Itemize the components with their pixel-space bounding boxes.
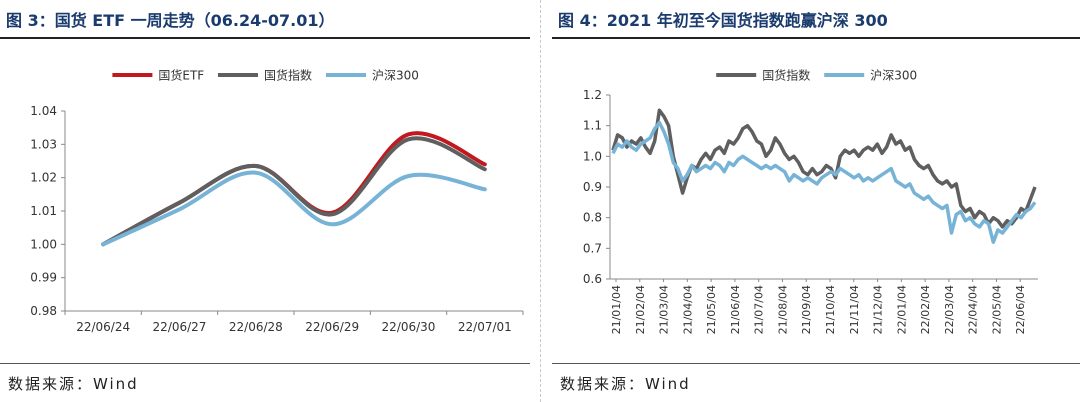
x-tick-label: 21/02/04 [634, 285, 647, 334]
x-tick-label: 21/01/04 [610, 285, 623, 334]
y-tick-label: 0.99 [30, 271, 57, 285]
y-tick-label: 0.9 [583, 180, 602, 194]
y-tick-label: 1.01 [30, 204, 57, 218]
y-tick-label: 1.2 [583, 88, 602, 102]
right-panel-title: 图 4：2021 年初至今国货指数跑赢沪深 300 [558, 11, 888, 30]
series-line [101, 131, 487, 247]
y-tick-label: 0.7 [583, 241, 602, 255]
y-tick-label: 1.1 [583, 119, 602, 133]
x-tick-label: 21/11/04 [848, 285, 861, 334]
x-tick-label: 22/06/27 [153, 320, 207, 334]
series-line [611, 120, 1037, 244]
x-tick-label: 21/10/04 [824, 285, 837, 334]
x-tick-label: 22/06/04 [1014, 285, 1027, 334]
left-source-text: 数据来源：Wind [8, 375, 139, 393]
x-tick-label: 22/07/01 [458, 320, 512, 334]
right-line-chart: 0.6 0.7 0.8 0.9 1.0 1.1 1.2 21/01/04 21/02/04 21/… [583, 68, 1038, 334]
x-tick-label: 22/06/30 [382, 320, 436, 334]
legend-label: 国货ETF [158, 68, 204, 83]
series-line [101, 170, 487, 247]
series-line [101, 136, 487, 247]
x-tick-label: 22/06/29 [305, 320, 359, 334]
y-tick-label: 1.03 [30, 137, 57, 151]
left-line-chart: 0.98 0.99 1.00 1.01 1.02 1.03 1.04 22/06/24 22/0… [30, 68, 524, 334]
x-tick-label: 22/04/04 [967, 285, 980, 334]
x-tick-label: 21/06/04 [729, 285, 742, 334]
right-panel: 图 4：2021 年初至今国货指数跑赢沪深 300 0.6 0.7 0.8 0.9 1.… [552, 0, 1080, 402]
y-tick-label: 0.6 [583, 272, 602, 286]
x-tick-label: 22/05/04 [990, 285, 1003, 334]
left-title-rule [0, 37, 530, 39]
left-source-rule [0, 363, 530, 364]
x-tick-label: 22/03/04 [943, 285, 956, 334]
x-tick-label: 22/02/04 [919, 285, 932, 334]
x-tick-label: 21/12/04 [872, 285, 885, 334]
right-source-rule [552, 363, 1080, 364]
x-tick-label: 21/07/04 [753, 285, 766, 334]
x-tick-label: 22/01/04 [895, 285, 908, 334]
left-panel: 图 3：国货 ETF 一周走势（06.24-07.01） 0.98 0.99 1.0… [0, 0, 530, 402]
panel-divider [540, 0, 541, 402]
series-line [611, 108, 1037, 229]
y-tick-label: 0.8 [583, 211, 602, 225]
right-title-rule [552, 37, 1080, 39]
x-tick-label: 21/08/04 [776, 285, 789, 334]
x-tick-label: 21/03/04 [658, 285, 671, 334]
x-tick-label: 22/06/24 [76, 320, 130, 334]
x-tick-label: 21/09/04 [800, 285, 813, 334]
left-panel-title: 图 3：国货 ETF 一周走势（06.24-07.01） [6, 11, 335, 30]
x-tick-label: 21/04/04 [681, 285, 694, 334]
y-tick-label: 1.04 [30, 104, 57, 118]
legend-label: 国货指数 [762, 68, 810, 83]
y-tick-label: 0.98 [30, 304, 57, 318]
x-tick-label: 22/06/28 [229, 320, 283, 334]
x-tick-label: 21/05/04 [705, 285, 718, 334]
legend-label: 国货指数 [264, 68, 312, 83]
legend-label: 沪深300 [870, 69, 917, 83]
right-source-text: 数据来源：Wind [560, 375, 691, 393]
y-tick-label: 1.02 [30, 171, 57, 185]
legend-label: 沪深300 [372, 69, 419, 83]
y-tick-label: 1.0 [583, 149, 602, 163]
y-tick-label: 1.00 [30, 237, 57, 251]
